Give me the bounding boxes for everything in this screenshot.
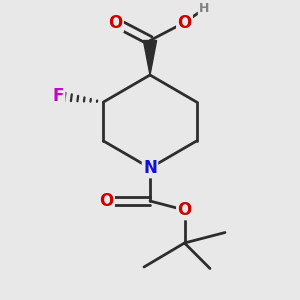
Text: F: F <box>53 87 64 105</box>
Text: O: O <box>177 201 192 219</box>
Text: O: O <box>108 14 123 32</box>
Text: O: O <box>177 14 192 32</box>
Text: O: O <box>99 192 114 210</box>
Text: N: N <box>143 159 157 177</box>
Text: H: H <box>199 2 209 16</box>
Polygon shape <box>143 40 157 75</box>
